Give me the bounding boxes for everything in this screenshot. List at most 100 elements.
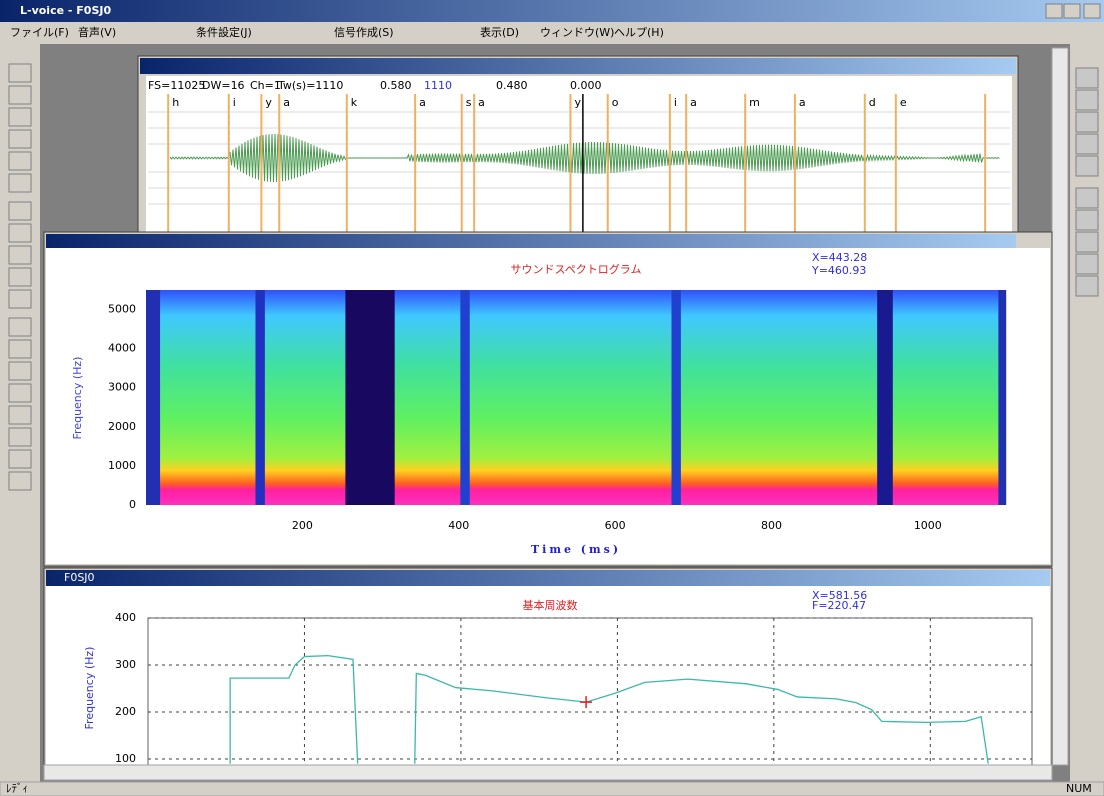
menu-item[interactable]: 信号作成(S)	[334, 26, 394, 39]
f0-window-title: F0SJ0	[64, 571, 95, 584]
tool-button[interactable]	[9, 246, 31, 264]
menu-item[interactable]: ヘルプ(H)	[614, 26, 664, 39]
x-tick-label: 400	[448, 519, 469, 532]
menu-item[interactable]: ファイル(F)	[10, 26, 69, 39]
phoneme-label: y	[265, 96, 272, 109]
y-tick-label: 3000	[108, 381, 136, 394]
status-text: ﾚﾃﾞｨ	[6, 782, 28, 795]
phoneme-label: i	[233, 96, 236, 109]
window-controls[interactable]	[1046, 4, 1100, 18]
phoneme-label: k	[351, 96, 358, 109]
y-tick-label: 200	[115, 705, 136, 718]
status-num: NUM	[1066, 782, 1092, 795]
phoneme-label: a	[799, 96, 806, 109]
spectrogram-silence	[998, 290, 1006, 505]
x-tick-label: 1000	[914, 519, 942, 532]
f0-y-axis-label: Frequency (Hz)	[83, 647, 96, 730]
f0-cursor-y: F=220.47	[812, 599, 866, 612]
h-scrollbar[interactable]	[44, 765, 1052, 780]
spectrogram-silence	[460, 290, 469, 505]
tool-button[interactable]	[9, 86, 31, 104]
title-bar	[0, 0, 1104, 22]
tool-button[interactable]	[9, 318, 31, 336]
status-bar	[0, 782, 1104, 796]
spectrogram-image	[146, 290, 1006, 505]
tool-button[interactable]	[1076, 90, 1098, 110]
menu-item[interactable]: 音声(V)	[78, 25, 116, 39]
phoneme-label: a	[690, 96, 697, 109]
spectrogram-silence	[877, 290, 893, 505]
cursor-y: Y=460.93	[811, 264, 866, 277]
right-toolbar	[1070, 44, 1104, 782]
tool-button[interactable]	[9, 268, 31, 286]
phoneme-label: d	[869, 96, 876, 109]
phoneme-label: a	[419, 96, 426, 109]
menu-item[interactable]: ウィンドウ(W)	[540, 26, 614, 39]
screen: L-voice - F0SJ0 ファイル(F) 音声(V) 条件設定(J) 信号作成(…	[0, 0, 1104, 796]
tool-button[interactable]	[9, 406, 31, 424]
phoneme-label: e	[900, 96, 907, 109]
tool-button[interactable]	[1076, 188, 1098, 208]
info-text: 0.000	[570, 79, 602, 92]
cursor-x: X=443.28	[812, 251, 867, 264]
tool-button[interactable]	[9, 130, 31, 148]
tool-button[interactable]	[1076, 156, 1098, 176]
f0-title-bar	[46, 570, 1050, 586]
x-tick-label: 200	[292, 519, 313, 532]
info-text: Tw(s)=1110	[277, 79, 343, 92]
tool-button[interactable]	[9, 108, 31, 126]
y-tick-label: 2000	[108, 420, 136, 433]
waveform-title-bar	[140, 58, 1016, 74]
phoneme-label: y	[574, 96, 581, 109]
spectrogram-title: サウンドスペクトログラム	[511, 262, 642, 276]
y-tick-label: 1000	[108, 459, 136, 472]
info-text: DW=16	[202, 79, 245, 92]
v-scrollbar[interactable]	[1052, 48, 1068, 765]
info-text: 0.480	[496, 79, 528, 92]
tool-button[interactable]	[9, 362, 31, 380]
tool-button[interactable]	[1076, 112, 1098, 132]
spectrogram-silence	[672, 290, 681, 505]
tool-button[interactable]	[1076, 254, 1098, 274]
y-tick-label: 0	[129, 498, 136, 511]
menu-item[interactable]: 表示(D)	[480, 25, 519, 39]
f0-title: 基本周波数	[523, 598, 578, 612]
spectrogram-title-bar	[46, 234, 1016, 248]
tool-button[interactable]	[9, 428, 31, 446]
y-tick-label: 4000	[108, 342, 136, 355]
menu-item[interactable]: 条件設定(J)	[196, 25, 252, 39]
tool-button[interactable]	[1076, 232, 1098, 252]
info-text: 1110	[424, 79, 452, 92]
tool-button[interactable]	[9, 64, 31, 82]
f0-panel	[46, 586, 1050, 766]
y-tick-label: 400	[115, 611, 136, 624]
spectrogram-silence	[345, 290, 394, 505]
tool-button[interactable]	[9, 224, 31, 242]
info-text: FS=11025	[148, 79, 205, 92]
phoneme-label: i	[674, 96, 677, 109]
spectrogram-silence	[146, 290, 160, 505]
x-tick-label: 600	[605, 519, 626, 532]
info-text: 0.580	[380, 79, 412, 92]
tool-button[interactable]	[9, 202, 31, 220]
page: L-voice - F0SJ0 ファイル(F) 音声(V) 条件設定(J) 信号作成(…	[0, 0, 1104, 796]
tool-button[interactable]	[1076, 210, 1098, 230]
y-axis-label: Frequency (Hz)	[71, 357, 84, 440]
tool-button[interactable]	[1076, 68, 1098, 88]
x-tick-label: 800	[761, 519, 782, 532]
tool-button[interactable]	[9, 340, 31, 358]
app-title: L-voice - F0SJ0	[20, 4, 111, 17]
tool-button[interactable]	[9, 384, 31, 402]
phoneme-label: a	[283, 96, 290, 109]
tool-button[interactable]	[9, 472, 31, 490]
y-tick-label: 100	[115, 752, 136, 765]
tool-button[interactable]	[9, 450, 31, 468]
phoneme-label: s	[466, 96, 472, 109]
tool-button[interactable]	[9, 290, 31, 308]
tool-button[interactable]	[9, 174, 31, 192]
tool-button[interactable]	[1076, 276, 1098, 296]
phoneme-label: o	[612, 96, 619, 109]
tool-button[interactable]	[9, 152, 31, 170]
y-tick-label: 300	[115, 658, 136, 671]
tool-button[interactable]	[1076, 134, 1098, 154]
